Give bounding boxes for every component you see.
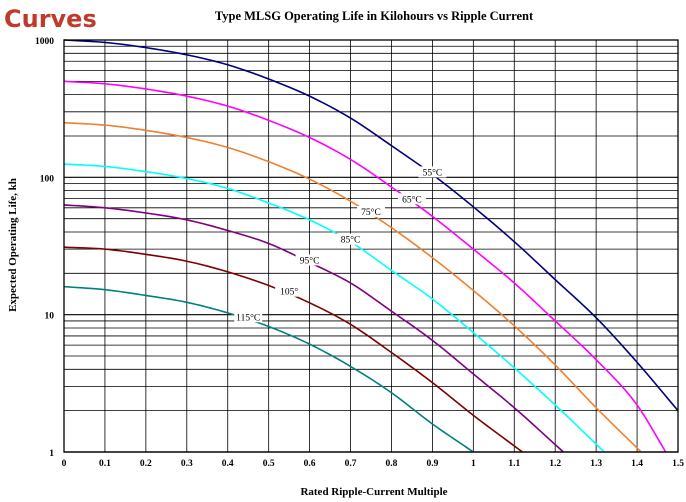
series-line bbox=[63, 39, 679, 412]
series-label: 85°C bbox=[341, 235, 361, 246]
series-label: 55°C bbox=[423, 167, 443, 178]
slide-heading-fragment: Curves bbox=[4, 5, 97, 33]
x-tick-label: 0.3 bbox=[181, 459, 193, 469]
x-tick-label: 1.2 bbox=[549, 459, 561, 469]
chart-title: Type MLSG Operating Life in Kilohours vs… bbox=[215, 9, 534, 23]
series-label: 115°C bbox=[236, 312, 260, 323]
series-label: 75°C bbox=[361, 207, 381, 218]
series-label: 105° bbox=[280, 287, 298, 298]
series-label-backing bbox=[234, 311, 263, 323]
y-tick-label: 1 bbox=[49, 449, 54, 459]
x-tick-label: 0.7 bbox=[345, 459, 357, 469]
x-tick-label: 0 bbox=[62, 459, 67, 469]
x-tick-label: 1 bbox=[471, 459, 476, 469]
gridlines bbox=[63, 40, 679, 453]
series-label: 65°C bbox=[402, 194, 422, 205]
series-line bbox=[63, 204, 564, 453]
y-tick-label: 10 bbox=[45, 312, 55, 322]
x-tick-label: 1.4 bbox=[631, 459, 643, 469]
x-tick-label: 0.6 bbox=[304, 459, 316, 469]
series-labels: 55°C 65°C 75°C 85°C 95°C 105° 115°C bbox=[234, 166, 447, 323]
x-axis-label: Rated Ripple-Current Multiple bbox=[300, 486, 447, 498]
y-tick-label: 100 bbox=[40, 174, 55, 184]
x-tick-labels: 0 0.1 0.2 0.3 0.4 0.5 0.6 0.7 0.8 0.9 1 1.1 1.2 1.3 1.… bbox=[62, 459, 685, 469]
x-tick-label: 0.8 bbox=[386, 459, 398, 469]
series-label-backing bbox=[336, 233, 365, 245]
x-tick-label: 1.5 bbox=[672, 459, 684, 469]
series-label-backing bbox=[295, 254, 324, 266]
x-tick-label: 0.5 bbox=[263, 459, 275, 469]
series-line bbox=[63, 121, 642, 453]
series-label-backing bbox=[275, 285, 304, 297]
series-line bbox=[63, 163, 605, 453]
series-label: 95°C bbox=[300, 255, 320, 266]
series-label-backing bbox=[418, 166, 447, 178]
series-line bbox=[63, 80, 667, 453]
x-tick-label: 0.1 bbox=[99, 459, 111, 469]
series-layer bbox=[63, 39, 679, 453]
y-tick-labels: 1 10 100 1000 bbox=[35, 37, 54, 459]
x-tick-label: 1.1 bbox=[508, 459, 520, 469]
series-label-backing bbox=[397, 193, 426, 205]
x-tick-label: 0.4 bbox=[222, 459, 234, 469]
series-line bbox=[63, 246, 523, 453]
series-label-backing bbox=[357, 205, 385, 217]
series-line bbox=[63, 285, 474, 453]
y-tick-label: 1000 bbox=[35, 37, 54, 47]
x-tick-label: 0.2 bbox=[140, 459, 152, 469]
y-axis-label: Expected Operating Life, kh bbox=[7, 178, 19, 312]
x-tick-label: 0.9 bbox=[426, 459, 438, 469]
plot-frame bbox=[63, 39, 679, 453]
x-tick-label: 1.3 bbox=[590, 459, 602, 469]
